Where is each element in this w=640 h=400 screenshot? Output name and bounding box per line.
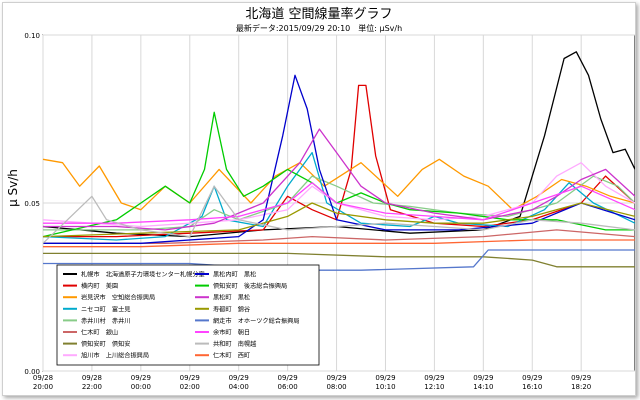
- x-tick-date: 09/29: [278, 374, 298, 382]
- series-line: [43, 128, 636, 231]
- legend-box: [56, 264, 320, 366]
- x-tick-date: 09/29: [229, 374, 249, 382]
- radiation-line-chart: 北海道 空間線量率グラフ 最新データ:2015/09/29 20:10 単位: …: [6, 6, 636, 391]
- x-tick-date: 09/29: [473, 374, 493, 382]
- x-tick-time: 18:20: [571, 383, 591, 391]
- y-tick-label: 0.00: [24, 368, 40, 376]
- x-tick-time: 20:00: [33, 383, 53, 391]
- x-tick-date: 09/29: [131, 374, 151, 382]
- chart-panel: 北海道 空間線量率グラフ 最新データ:2015/09/29 20:10 単位: …: [2, 2, 636, 396]
- legend-label: 倶知安町 後志総合振興局: [213, 282, 287, 290]
- series-line: [42, 151, 636, 241]
- x-tick-date: 09/29: [326, 374, 346, 382]
- series-line: [43, 252, 635, 268]
- y-tick-label: 0.10: [24, 32, 40, 40]
- legend-label: 黒松内町 黒松: [213, 271, 256, 279]
- series-line: [42, 202, 636, 238]
- series-line: [43, 84, 636, 238]
- series-line: [43, 182, 636, 224]
- series-line: [42, 158, 636, 211]
- x-tick-date: 09/29: [522, 374, 542, 382]
- legend-label: 赤井川村 赤井川: [81, 317, 131, 325]
- x-tick-time: 22:00: [82, 383, 102, 391]
- legend-label: ニセコ町 富士見: [81, 305, 131, 313]
- x-tick-date: 09/28: [33, 374, 53, 382]
- series-layer: [42, 51, 636, 271]
- x-tick-time: 08:00: [326, 383, 346, 391]
- series-line: [42, 185, 636, 244]
- x-tick-date: 09/29: [180, 374, 200, 382]
- y-axis-label: μ Sv/h: [6, 169, 20, 207]
- legend-label: 寿都町 錦谷: [213, 305, 250, 313]
- x-tick-time: 12:10: [424, 383, 444, 391]
- legend-label: 札幌市 北海道原子力環境センター札幌分室: [81, 271, 205, 279]
- x-tick-time: 16:10: [522, 383, 542, 391]
- series-line: [43, 239, 635, 248]
- x-tick-time: 06:00: [278, 383, 298, 391]
- x-tick-time: 10:10: [375, 383, 395, 391]
- x-tick-time: 02:00: [180, 383, 200, 391]
- legend-label: 仁木町 銀山: [81, 329, 118, 337]
- x-tick-time: 00:00: [131, 383, 151, 391]
- legend-label: 倶知安町 倶知安: [81, 340, 131, 348]
- tick-layer: 0.000.050.1009/2820:0009/2822:0009/2900:…: [24, 32, 591, 391]
- y-tick-label: 0.05: [24, 200, 40, 208]
- series-line: [42, 162, 636, 228]
- x-tick-time: 04:00: [229, 383, 249, 391]
- chart-subtitle: 最新データ:2015/09/29 20:10 単位: μSv/h: [236, 23, 402, 33]
- x-tick-date: 09/29: [424, 374, 444, 382]
- legend-label: 旭川市 上川総合振興局: [81, 352, 149, 360]
- legend-label: 横内町 美園: [81, 282, 118, 290]
- series-line: [43, 175, 636, 231]
- legend-label: 余市町 朝日: [213, 329, 250, 337]
- x-tick-date: 09/28: [82, 374, 102, 382]
- x-tick-date: 09/29: [375, 374, 395, 382]
- legend-label: 共和町 南幌越: [213, 340, 256, 348]
- series-line: [43, 229, 636, 244]
- chart-title: 北海道 空間線量率グラフ: [245, 6, 392, 22]
- legend-label: 仁木町 西町: [213, 352, 250, 360]
- x-tick-date: 09/29: [571, 374, 591, 382]
- legend-label: 網走市 オホーツク総合振興局: [213, 317, 300, 325]
- x-tick-time: 14:10: [473, 383, 493, 391]
- series-line: [42, 51, 636, 238]
- legend-label: 黒松町 黒松: [213, 294, 250, 302]
- legend-label: 岩見沢市 空知総合振興局: [81, 294, 155, 302]
